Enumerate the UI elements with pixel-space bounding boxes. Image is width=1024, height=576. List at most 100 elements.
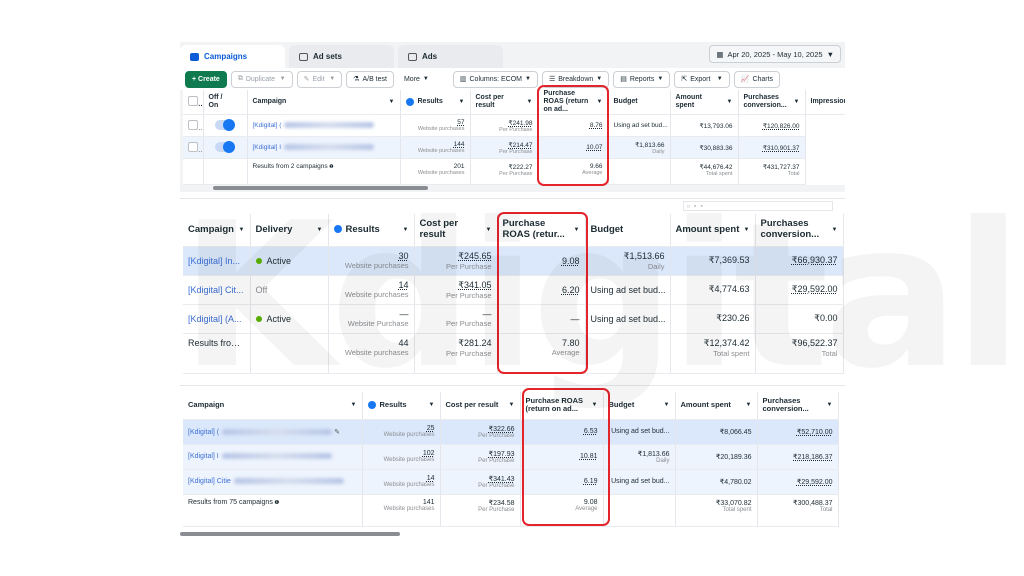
campaign-name-cell[interactable]: [Kdigital] ( (247, 114, 401, 138)
column-header[interactable]: Purchase ROAS (return on ad... ▼ (520, 392, 604, 420)
cost-per-result-cell[interactable]: ₹341.43 Per Purchase (440, 469, 521, 495)
purchase-roas-cell[interactable]: 6.19 (520, 469, 604, 495)
cost-per-result-value[interactable]: ₹245.65 (458, 250, 492, 261)
campaign-name-link[interactable]: [Kdigital] I (252, 144, 282, 152)
purchases-conversion-value-value[interactable]: ₹29,592.00 (791, 284, 838, 294)
date-range-picker[interactable]: ▦ Apr 20, 2025 - May 10, 2025 ▼ (709, 45, 841, 63)
purchases-conversion-value-value[interactable]: ₹29,592.00 (796, 478, 833, 486)
column-header[interactable]: Amount spent ▼ (670, 90, 739, 116)
column-header[interactable]: Cost per result ▼ (440, 392, 521, 420)
duplicate-button[interactable]: ⧉ Duplicate ▼ (230, 70, 293, 88)
horizontal-scrollbar[interactable] (213, 186, 428, 190)
sort-caret-icon[interactable]: ▼ (238, 226, 245, 233)
sort-caret-icon[interactable]: ▼ (793, 99, 800, 106)
column-header[interactable]: Purchases conversion... ▼ (757, 392, 839, 420)
campaign-name-cell[interactable]: [Kdigital] Cit... (183, 275, 251, 305)
toggle-cell[interactable] (203, 136, 248, 160)
ab-test-button[interactable]: ⚗ A/B test (346, 70, 394, 88)
sort-caret-icon[interactable]: ▼ (402, 226, 409, 233)
info-icon[interactable]: ❶ (272, 499, 280, 506)
column-header[interactable]: Impressions (805, 90, 845, 116)
purchases-conversion-value-value[interactable]: ₹310,901.37 (762, 144, 800, 152)
pencil-icon[interactable]: ✎ (332, 428, 340, 436)
results-value[interactable]: 102 (422, 450, 435, 457)
results-value[interactable]: 25 (426, 425, 435, 432)
cost-per-result-value[interactable]: ₹214.47 (508, 141, 533, 149)
row-checkbox-cell[interactable] (183, 136, 204, 160)
column-header[interactable]: Cost per result ▼ (414, 214, 498, 247)
column-header[interactable]: Results ▼ (328, 214, 415, 247)
sort-caret-icon[interactable]: ▼ (573, 226, 580, 233)
results-cell[interactable]: 144 Website purchases (400, 136, 471, 160)
campaign-name-cell[interactable]: [Kdigital] I (247, 136, 401, 160)
results-cell[interactable]: 25 Website purchases (362, 419, 441, 445)
info-icon[interactable]: ❶ (327, 164, 334, 171)
purchase-roas-value[interactable]: 6.53 (583, 428, 598, 435)
cost-per-result-value[interactable]: ₹241.98 (508, 119, 533, 127)
purchase-roas-value[interactable]: 6.19 (583, 478, 598, 485)
create-button[interactable]: + Create (185, 70, 227, 88)
purchase-roas-value[interactable]: 8.76 (589, 122, 603, 130)
purchase-roas-cell[interactable]: 10.81 (520, 444, 604, 470)
row-checkbox-cell[interactable] (183, 114, 204, 138)
purchases-conversion-value-cell[interactable]: ₹218,186.37 (757, 444, 839, 470)
column-header[interactable]: Campaign ▼ (183, 392, 363, 420)
sort-caret-icon[interactable]: ▼ (743, 226, 750, 233)
column-header[interactable]: Off / On (203, 90, 248, 116)
campaign-name-cell[interactable]: [Kdigital] Citie (183, 469, 363, 495)
campaign-name-link[interactable]: [Kdigital] ( (252, 122, 282, 130)
results-cell[interactable]: 57 Website purchases (400, 114, 471, 138)
column-header[interactable]: Purchases conversion... ▼ (738, 90, 806, 116)
reports-button[interactable]: ▤ Reports ▼ (613, 70, 671, 88)
tab-ad-sets[interactable]: Ad sets (289, 45, 394, 68)
cost-per-result-cell[interactable]: ₹245.65 Per Purchase (414, 246, 498, 276)
purchase-roas-value[interactable]: 6.20 (561, 284, 580, 295)
results-cell[interactable]: 30 Website purchases (328, 246, 415, 276)
column-header[interactable]: Purchase ROAS (retur... ▼ (497, 214, 586, 247)
tab-ads[interactable]: Ads (398, 45, 503, 68)
sort-caret-icon[interactable]: ▼ (526, 99, 533, 106)
purchase-roas-cell[interactable]: 6.20 (497, 275, 586, 305)
campaign-name-link[interactable]: [Kdigital] Cit... (188, 284, 244, 295)
cost-per-result-cell[interactable]: ₹241.98 Per Purchase (470, 114, 539, 138)
results-cell[interactable]: 102 Website purchases (362, 444, 441, 470)
campaign-name-link[interactable]: [Kdigital] In... (188, 255, 241, 266)
purchases-conversion-value-cell[interactable]: ₹66,930.37 (755, 246, 844, 276)
columns-button[interactable]: ▥ Columns: ECOM ▼ (452, 70, 538, 88)
cost-per-result-cell[interactable]: ₹214.47 Per Purchase (470, 136, 539, 160)
purchases-conversion-value-value[interactable]: ₹52,710.00 (796, 428, 833, 436)
sort-caret-icon[interactable]: ▼ (826, 402, 833, 409)
purchases-conversion-value-cell[interactable]: ₹29,592.00 (755, 275, 844, 305)
results-value[interactable]: 30 (398, 251, 409, 261)
column-header[interactable]: Results ▼ (400, 90, 471, 116)
purchases-conversion-value-cell[interactable]: ₹29,592.00 (757, 469, 839, 495)
sort-caret-icon[interactable]: ▼ (726, 99, 733, 106)
purchases-conversion-value-value[interactable]: ₹66,930.37 (791, 255, 838, 265)
cost-per-result-value[interactable]: ₹341.05 (458, 279, 492, 290)
sort-caret-icon[interactable]: ▼ (508, 402, 515, 409)
column-header[interactable] (183, 90, 204, 116)
purchases-conversion-value-cell[interactable]: ₹52,710.00 (757, 419, 839, 445)
sort-caret-icon[interactable]: ▼ (591, 402, 598, 409)
campaign-name-cell[interactable]: [Kdigital] ( ✎ (183, 419, 363, 445)
campaign-name-cell[interactable]: [Kdigital] In... (183, 246, 251, 276)
sort-caret-icon[interactable]: ▼ (428, 402, 435, 409)
campaign-toggle[interactable] (215, 118, 235, 131)
charts-button[interactable]: 📈 Charts (733, 70, 781, 88)
column-header[interactable]: Purchase ROAS (return on ad... ▼ (538, 90, 609, 116)
sort-caret-icon[interactable]: ▼ (350, 402, 357, 409)
purchases-conversion-value-value[interactable]: ₹120,826.00 (762, 122, 800, 130)
cost-per-result-value[interactable]: ₹322.66 (488, 425, 515, 433)
sort-caret-icon[interactable]: ▼ (831, 226, 838, 233)
purchases-conversion-value-cell[interactable]: ₹310,901.37 (738, 136, 806, 160)
cost-per-result-cell[interactable]: ₹341.05 Per Purchase (414, 275, 498, 305)
campaign-name-link[interactable]: [Kdigital] ( (188, 428, 220, 436)
column-header[interactable]: Campaign ▼ (183, 214, 251, 247)
row-checkbox[interactable] (188, 141, 198, 152)
cost-per-result-cell[interactable]: ₹197.93 Per Purchase (440, 444, 521, 470)
select-all-checkbox[interactable] (188, 96, 198, 107)
column-header[interactable]: Purchases conversion... ▼ (755, 214, 844, 247)
export-button[interactable]: ⇱ Export ▼ (674, 70, 730, 88)
purchases-conversion-value-cell[interactable]: ₹120,826.00 (738, 114, 806, 138)
purchases-conversion-value-value[interactable]: ₹218,186.37 (793, 453, 833, 461)
